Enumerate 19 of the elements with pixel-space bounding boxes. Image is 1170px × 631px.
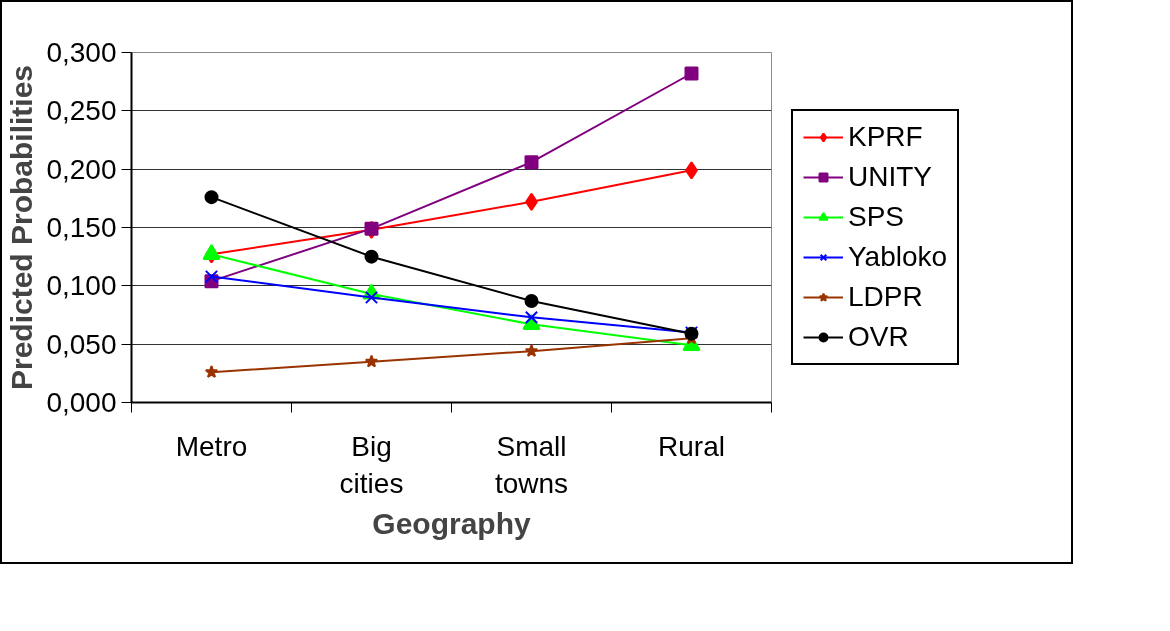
legend-label: KPRF bbox=[848, 121, 923, 153]
y-tick-label: 0,050 bbox=[46, 328, 117, 360]
legend-label: OVR bbox=[848, 321, 909, 353]
legend-label: LDPR bbox=[848, 281, 923, 313]
x-tick-label: Rural bbox=[658, 430, 725, 462]
y-axis-title: Predicted Probabilities bbox=[5, 64, 39, 391]
x-tick-label: Metro bbox=[175, 430, 248, 462]
legend-label: Yabloko bbox=[848, 241, 948, 273]
x-tick-label: Small towns bbox=[494, 430, 569, 499]
y-tick-label: 0,200 bbox=[46, 153, 117, 185]
legend-label: SPS bbox=[848, 201, 905, 233]
y-tick-label: 0,300 bbox=[46, 37, 117, 68]
y-tick-label: 0,000 bbox=[46, 387, 117, 418]
y-tick-label: 0,150 bbox=[46, 212, 117, 243]
x-axis-title: Geography bbox=[372, 506, 531, 540]
legend-label: UNITY bbox=[848, 161, 932, 193]
x-tick-label: Big cities bbox=[339, 430, 404, 499]
y-tick-label: 0,250 bbox=[46, 95, 117, 127]
y-tick-label: 0,100 bbox=[46, 270, 117, 302]
